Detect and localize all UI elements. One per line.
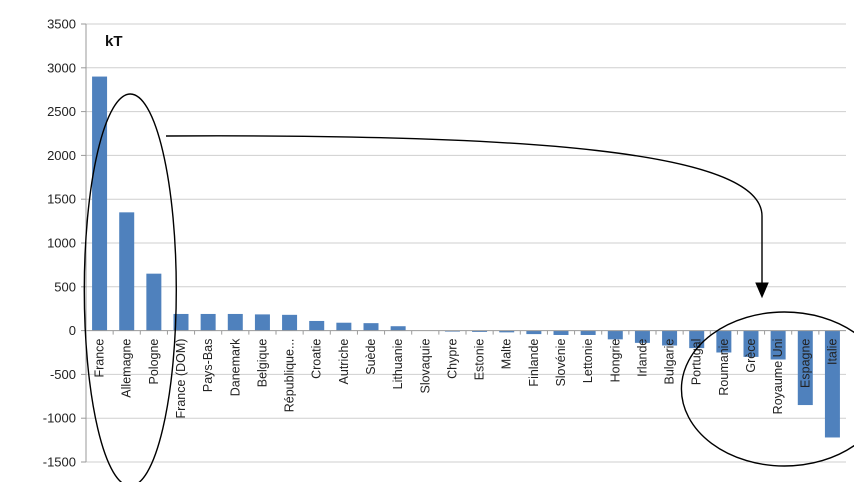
bar — [580, 330, 596, 335]
x-tick-label: Estonie — [473, 339, 487, 381]
y-tick-label: -500 — [50, 367, 76, 382]
bar — [363, 323, 379, 331]
x-tick-label: Hongrie — [608, 339, 622, 383]
x-tick-label: Chypre — [445, 339, 459, 379]
bar — [146, 273, 162, 331]
y-tick-label: 0 — [69, 323, 76, 338]
unit-label: kT — [105, 33, 123, 50]
x-tick-label: France (DOM) — [174, 339, 188, 419]
y-tick-label: 1500 — [47, 192, 76, 207]
y-tick-labels: -1500 -1000 -500 0 500 1000 1500 2000 2500 3000 35… — [43, 17, 76, 470]
bar — [227, 313, 243, 331]
bar — [553, 330, 569, 335]
annotations — [83, 93, 854, 482]
bar — [824, 330, 840, 438]
bar — [472, 330, 488, 332]
bar — [390, 326, 406, 331]
x-tick-label: Malte — [500, 339, 514, 370]
highlight-ellipse-left — [83, 93, 177, 482]
bar — [770, 330, 786, 360]
y-tick-label: 2500 — [47, 104, 76, 119]
x-tick-label: Royaume Uni — [771, 339, 785, 415]
x-tick-label: Slovaquie — [418, 339, 432, 394]
bar — [797, 330, 813, 406]
bar — [282, 314, 298, 331]
x-tick-label: Finlande — [527, 339, 541, 387]
y-tick-label: 2000 — [47, 148, 76, 163]
connecting-arrow — [165, 135, 763, 296]
x-tick-label: Belgique — [255, 339, 269, 388]
x-tick-label: Bulgarie — [663, 339, 677, 385]
x-tick-label: Irlande — [635, 339, 649, 377]
x-tick-label: Italie — [825, 339, 839, 365]
y-tick-label: -1500 — [43, 455, 76, 470]
highlight-ellipse-right — [680, 311, 854, 467]
x-tick-label: Autriche — [337, 339, 351, 385]
bar — [336, 322, 352, 331]
x-tick-label: Roumanie — [717, 339, 731, 396]
bar — [173, 313, 189, 331]
x-tick-labels: France Allemagne Pologne France (DOM) Pays-B… — [93, 338, 840, 419]
bar — [743, 330, 759, 357]
x-tick-label: Danemark — [228, 338, 242, 396]
bar — [119, 212, 135, 331]
x-tick-label: République... — [283, 339, 297, 413]
x-tick-label: Lithuanie — [391, 339, 405, 390]
gridlines — [86, 23, 846, 463]
y-tick-label: 3500 — [47, 17, 76, 32]
x-tick-label: Lettonie — [581, 339, 595, 384]
x-tick-label: Pays-Bas — [201, 339, 215, 393]
y-tick-label: 1000 — [47, 236, 76, 251]
bar — [662, 330, 678, 346]
x-tick-label: France — [93, 339, 107, 378]
x-tick-label: Slovénie — [554, 339, 568, 387]
x-tick-label: Espagne — [798, 339, 812, 388]
bar — [526, 330, 542, 335]
bar — [634, 330, 650, 343]
bar — [200, 313, 216, 331]
x-tick-label: Portugal — [690, 339, 704, 386]
x-tick-label: Grèce — [744, 339, 758, 373]
x-tick-label: Allemagne — [120, 339, 134, 398]
y-tick-label: 500 — [54, 279, 76, 294]
bar — [254, 314, 270, 331]
bars — [92, 76, 840, 438]
bar — [607, 330, 623, 340]
y-tick-label: -1000 — [43, 411, 76, 426]
bar — [716, 330, 732, 353]
arrowhead — [755, 282, 769, 299]
x-tick-label: Suède — [364, 339, 378, 375]
y-tick-label: 3000 — [47, 60, 76, 75]
bar — [499, 330, 515, 333]
bar — [309, 320, 325, 331]
x-tick-label: Croatie — [310, 339, 324, 379]
x-tick-label: Pologne — [147, 339, 161, 385]
bar — [92, 76, 108, 331]
